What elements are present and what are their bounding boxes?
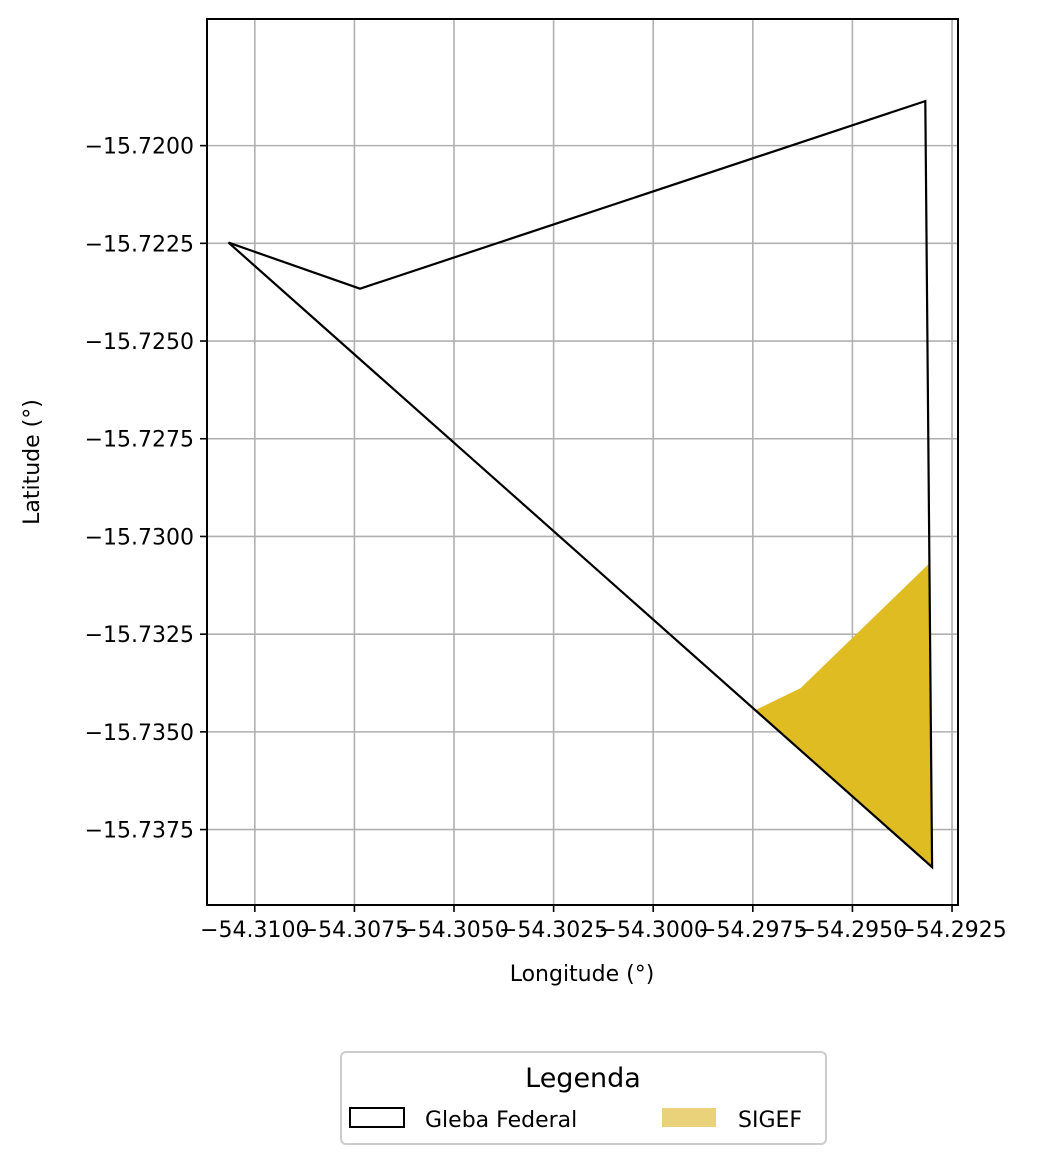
legend-swatch-sigef <box>662 1108 716 1127</box>
x-tick-label: −54.2950 <box>798 918 907 943</box>
map-layers <box>227 99 934 870</box>
legend: Legenda Gleba Federal SIGEF <box>340 1051 827 1145</box>
x-tick-label: −54.3100 <box>200 918 309 943</box>
grid-lines <box>207 19 958 905</box>
x-tick-label: −54.2925 <box>897 918 1006 943</box>
legend-label-sigef: SIGEF <box>738 1108 802 1133</box>
y-tick-label: −15.7350 <box>85 721 194 746</box>
y-tick-label: −15.7300 <box>85 525 194 550</box>
polygon-gleba-federal <box>227 99 934 870</box>
y-tick-label: −15.7225 <box>85 232 194 257</box>
x-tick-label: −54.3025 <box>499 918 608 943</box>
plot-frame <box>206 18 959 906</box>
x-tick-label: −54.3000 <box>599 918 708 943</box>
legend-title: Legenda <box>525 1063 641 1094</box>
y-axis-label: Latitude (°) <box>20 399 45 525</box>
axis-ticks: −54.3100−54.3075−54.3050−54.3025−54.3000… <box>85 135 1007 943</box>
y-tick-label: −15.7250 <box>85 330 194 355</box>
y-tick-label: −15.7325 <box>85 623 194 648</box>
y-tick-label: −15.7275 <box>85 428 194 453</box>
x-tick-label: −54.2975 <box>698 918 807 943</box>
legend-label-gleba-federal: Gleba Federal <box>425 1108 577 1133</box>
x-axis-label: Longitude (°) <box>510 962 655 987</box>
polygon-sigef <box>754 563 933 868</box>
y-tick-label: −15.7375 <box>85 819 194 844</box>
x-tick-label: −54.3050 <box>399 918 508 943</box>
y-tick-label: −15.7200 <box>85 135 194 160</box>
legend-swatch-gleba-federal <box>349 1107 405 1128</box>
x-tick-label: −54.3075 <box>300 918 409 943</box>
